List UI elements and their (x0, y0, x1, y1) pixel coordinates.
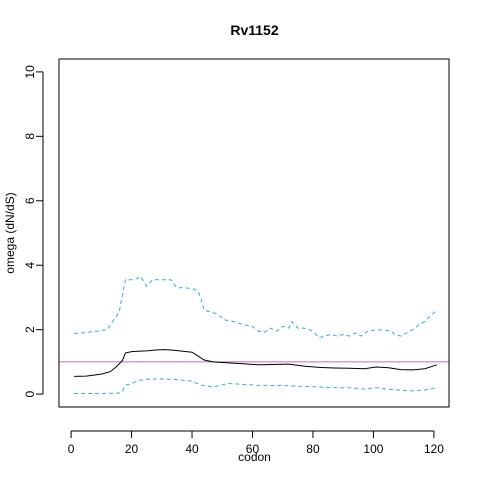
series-layer (74, 275, 438, 394)
chart-title: Rv1152 (230, 22, 278, 38)
y-tick-label: 0 (23, 390, 37, 397)
series-line-estimate (74, 349, 438, 377)
x-tick-label: 100 (363, 442, 383, 456)
y-tick-label: 8 (23, 133, 37, 140)
x-tick-label: 60 (246, 442, 260, 456)
plot-frame (58, 58, 450, 408)
x-tick-label: 0 (68, 442, 75, 456)
series-line-lower (74, 378, 437, 394)
series-line-upper (74, 275, 438, 339)
x-axis-label: codon (238, 450, 271, 464)
y-axis-label: omega (dN/dS) (3, 192, 17, 273)
y-tick-label: 4 (23, 262, 37, 269)
axes: 0 20 40 60 80 100 120 0 2 4 6 8 10 (23, 65, 444, 456)
x-tick-label: 20 (125, 442, 139, 456)
x-tick-label: 40 (185, 442, 199, 456)
y-tick-label: 2 (23, 326, 37, 333)
y-tick-label: 6 (23, 197, 37, 204)
x-tick-label: 80 (306, 442, 320, 456)
y-tick-label: 10 (23, 65, 37, 79)
x-tick-label: 120 (424, 442, 444, 456)
